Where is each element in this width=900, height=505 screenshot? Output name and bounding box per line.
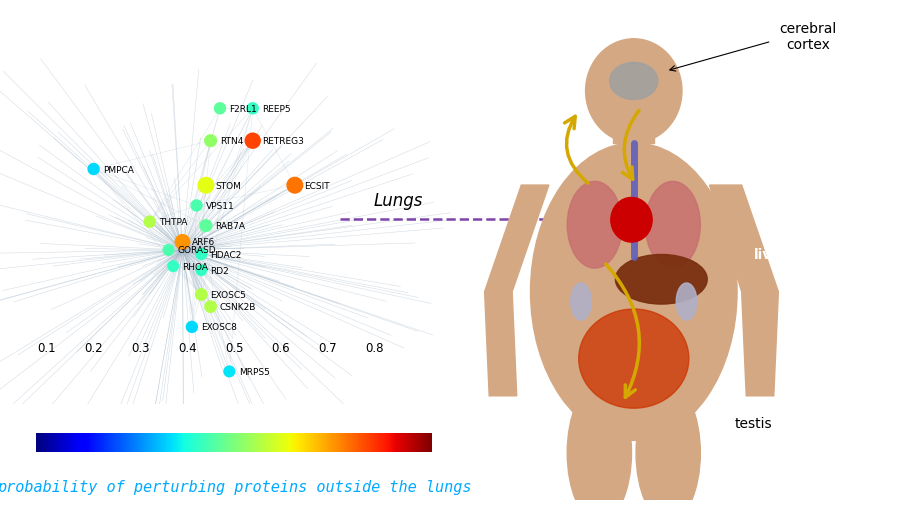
Polygon shape [709,186,778,396]
Text: CSNK2B: CSNK2B [220,302,256,312]
Text: F2RL1: F2RL1 [230,105,257,114]
Point [194,267,209,275]
Ellipse shape [530,143,737,440]
Text: cerebral
cortex: cerebral cortex [779,22,837,53]
Point [189,202,203,210]
Text: 0.7: 0.7 [319,341,337,355]
Text: 0.3: 0.3 [131,341,149,355]
Point [194,291,209,299]
Ellipse shape [571,283,591,321]
Point [86,166,101,174]
Text: RD2: RD2 [211,266,230,275]
Text: testis: testis [734,416,772,430]
Point [199,222,213,230]
Text: Lungs: Lungs [374,192,423,210]
Text: GORASD: GORASD [178,246,217,255]
Text: 0.6: 0.6 [272,341,290,355]
Ellipse shape [616,255,707,305]
Ellipse shape [567,182,622,269]
Point [184,323,199,331]
Text: RAB7A: RAB7A [215,222,246,231]
Text: 0.4: 0.4 [178,341,196,355]
Point [199,182,213,190]
Text: RETREG3: RETREG3 [262,137,304,146]
Point [161,246,176,255]
Text: 0.8: 0.8 [365,341,383,355]
Text: THTPA: THTPA [159,218,187,227]
Text: REEP5: REEP5 [262,105,291,114]
Point [142,218,157,226]
Text: 0.5: 0.5 [225,341,243,355]
Text: ECSIT: ECSIT [304,181,329,190]
Point [203,303,218,311]
Text: 0.2: 0.2 [85,341,103,355]
Text: STOM: STOM [215,181,241,190]
Ellipse shape [579,310,688,409]
Point [288,182,302,190]
Ellipse shape [567,384,632,505]
Text: liver: liver [754,248,788,262]
Text: HDAC2: HDAC2 [211,250,242,259]
Point [246,137,260,145]
Point [212,105,227,113]
Text: EXOSC8: EXOSC8 [202,323,237,332]
Point [222,368,237,376]
Point [203,137,218,145]
Text: probability of perturbing proteins outside the lungs: probability of perturbing proteins outsi… [0,479,472,494]
Point [166,263,180,271]
Bar [613,114,654,143]
Point [176,238,190,246]
Ellipse shape [645,182,700,269]
Text: PMPCA: PMPCA [103,165,134,174]
Ellipse shape [676,283,697,321]
Point [194,250,209,259]
Ellipse shape [609,63,658,100]
Ellipse shape [636,384,700,505]
Text: RTN4: RTN4 [220,137,243,146]
Text: EXOSC5: EXOSC5 [211,290,247,299]
Circle shape [586,40,682,143]
Text: VPS11: VPS11 [206,201,235,211]
Text: RHOA: RHOA [183,262,209,271]
Text: MRPS5: MRPS5 [238,367,270,376]
Polygon shape [484,186,549,396]
Text: ARF6: ARF6 [192,238,215,247]
Point [246,105,260,113]
Circle shape [611,198,652,242]
Text: 0.1: 0.1 [38,341,56,355]
